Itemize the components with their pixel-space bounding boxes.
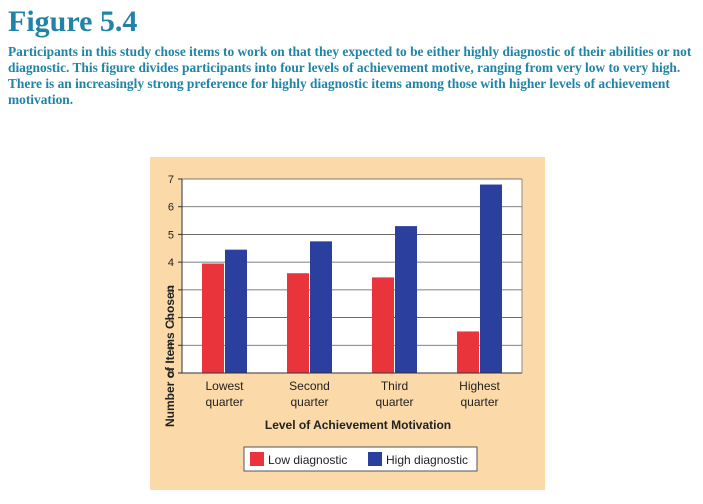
legend: Low diagnostic High diagnostic [243,446,478,472]
x-tick-label: quarter [460,395,498,409]
x-tick-label: quarter [205,395,243,409]
y-tick-label: 3 [168,285,174,297]
bar-low-diagnostic [287,273,309,373]
bar-low-diagnostic [457,331,479,373]
legend-label: High diagnostic [386,453,468,467]
y-tick-labels: 0 1 2 3 4 5 6 7 [168,174,174,380]
bar-low-diagnostic [372,277,394,373]
axes [178,178,523,374]
legend-box [243,446,478,472]
y-tick-label: 0 [168,368,174,380]
x-tick-labels: Lowest quarter Second quarter Third quarter Hi… [205,379,500,409]
x-tick-label: quarter [375,395,413,409]
y-tick-label: 6 [168,202,174,214]
y-tick-label: 7 [168,174,174,186]
bar-high-diagnostic [395,226,417,373]
bar-chart: 0 1 2 3 4 5 6 7 Lowest quarter Second quarter Third… [163,174,523,472]
bars [202,184,502,373]
y-tick-label: 4 [168,257,174,269]
figure-caption: Participants in this study chose items t… [8,44,692,107]
x-tick-label: Highest [459,379,500,393]
legend-swatch-high-diagnostic [368,452,382,466]
x-tick-label: Third [381,379,408,393]
bar-high-diagnostic [310,241,332,373]
chart-panel: 0 1 2 3 4 5 6 7 Lowest quarter Second quarter Third… [150,157,545,490]
y-tick-label: 5 [168,229,174,241]
y-tick-label: 1 [168,340,174,352]
figure-title: Figure 5.4 [8,5,138,38]
x-axis-title: Level of Achievement Motivation [265,418,451,432]
bar-low-diagnostic [202,263,224,373]
bar-high-diagnostic [480,184,502,373]
y-tick-label: 2 [168,313,174,325]
x-tick-label: Lowest [205,379,244,393]
legend-swatch-low-diagnostic [250,452,264,466]
legend-label: Low diagnostic [268,453,347,467]
bar-high-diagnostic [225,249,247,373]
y-axis-title: Number of Items Chosen [163,285,177,427]
x-tick-label: quarter [290,395,328,409]
x-tick-label: Second [289,379,330,393]
